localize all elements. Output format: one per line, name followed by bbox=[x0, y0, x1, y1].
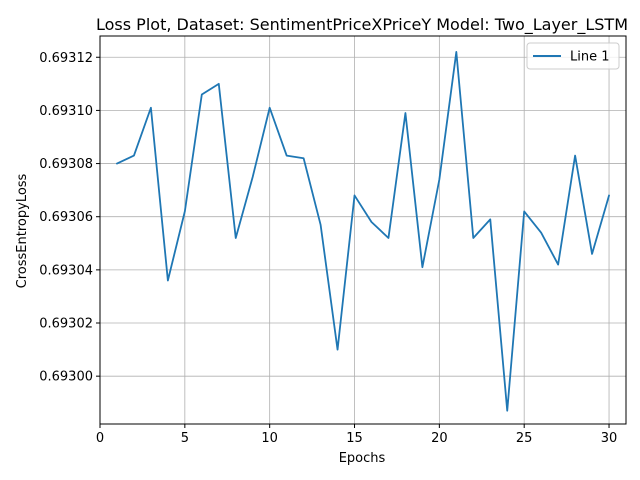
legend-label-line-1: Line 1 bbox=[570, 50, 610, 65]
y-tick-label: 0.69304 bbox=[39, 263, 93, 278]
x-axis-label: Epochs bbox=[339, 451, 386, 466]
x-tick-label: 10 bbox=[261, 431, 278, 446]
y-tick-label: 0.69306 bbox=[39, 210, 93, 225]
y-axis-ticks: 0.69300 0.69302 0.69304 0.69306 0.69308 0.693… bbox=[39, 51, 100, 385]
x-tick-label: 20 bbox=[431, 431, 448, 446]
legend: Line 1 bbox=[526, 42, 620, 70]
x-tick-label: 25 bbox=[516, 431, 533, 446]
plot-frame bbox=[99, 35, 627, 425]
y-tick-label: 0.69312 bbox=[39, 51, 93, 66]
x-axis-ticks: 0 5 10 15 20 25 30 bbox=[96, 424, 617, 446]
x-tick-label: 15 bbox=[346, 431, 363, 446]
x-tick-label: 5 bbox=[181, 431, 189, 446]
series-lines bbox=[116, 51, 610, 412]
y-tick-label: 0.69302 bbox=[39, 317, 93, 332]
y-axis-label: CrossEntropyLoss bbox=[15, 173, 30, 288]
y-tick-label: 0.69300 bbox=[39, 370, 93, 385]
y-tick-label: 0.69308 bbox=[39, 157, 93, 172]
y-tick-label: 0.69310 bbox=[39, 104, 93, 119]
x-tick-label: 0 bbox=[96, 431, 104, 446]
chart-title: Loss Plot, Dataset: SentimentPriceXPrice… bbox=[96, 15, 628, 35]
legend-box bbox=[526, 42, 620, 70]
series-line-1 bbox=[116, 51, 610, 412]
x-tick-label: 30 bbox=[601, 431, 618, 446]
